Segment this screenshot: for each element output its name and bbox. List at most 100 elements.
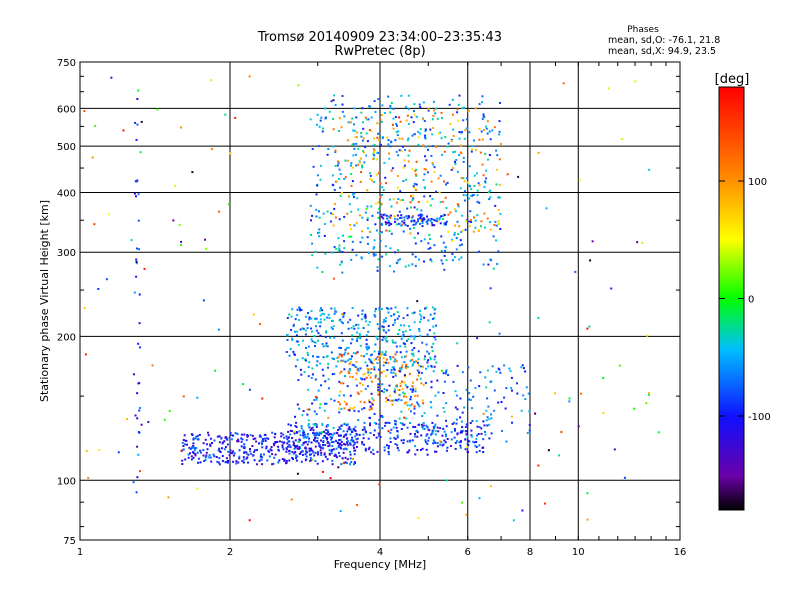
- data-point: [339, 446, 342, 449]
- data-point: [323, 234, 326, 237]
- data-point: [430, 221, 433, 224]
- data-point: [291, 338, 294, 341]
- data-point: [291, 451, 294, 453]
- data-point: [332, 224, 335, 227]
- data-point: [367, 118, 370, 121]
- data-point: [486, 217, 489, 220]
- data-point: [372, 399, 375, 402]
- data-point: [417, 403, 420, 406]
- data-point: [424, 439, 427, 442]
- data-point: [221, 442, 224, 445]
- data-point: [419, 309, 422, 312]
- data-point: [429, 356, 432, 359]
- data-point: [344, 443, 347, 446]
- data-point: [378, 232, 381, 235]
- data-point: [433, 312, 436, 315]
- data-point: [344, 447, 347, 450]
- data-point: [373, 434, 375, 437]
- data-point: [180, 449, 183, 452]
- data-point: [350, 439, 353, 441]
- data-point: [91, 156, 94, 159]
- data-point: [433, 109, 436, 112]
- data-point: [371, 403, 374, 406]
- data-point: [385, 331, 388, 334]
- data-point: [377, 132, 380, 135]
- data-point: [354, 153, 357, 156]
- data-point: [231, 452, 234, 455]
- data-point: [325, 425, 328, 428]
- data-point: [415, 189, 417, 191]
- data-point: [318, 444, 321, 447]
- data-point: [485, 386, 488, 389]
- data-point: [296, 358, 299, 361]
- data-point: [343, 400, 346, 403]
- data-point: [424, 134, 426, 137]
- data-point: [410, 220, 413, 223]
- data-point: [468, 131, 471, 134]
- data-point: [425, 367, 427, 370]
- data-point: [339, 347, 342, 349]
- data-point: [140, 120, 143, 123]
- data-point: [404, 355, 407, 358]
- data-point: [446, 145, 449, 148]
- data-point: [281, 458, 284, 461]
- data-point: [387, 311, 390, 314]
- data-point: [391, 167, 394, 170]
- data-point: [446, 181, 449, 184]
- data-point: [366, 347, 368, 350]
- data-point: [251, 445, 254, 447]
- data-point: [403, 216, 406, 219]
- data-point: [420, 240, 423, 243]
- data-point: [133, 192, 136, 195]
- data-point: [377, 432, 380, 435]
- data-point: [402, 331, 405, 334]
- data-point: [317, 339, 319, 342]
- data-point: [464, 426, 467, 428]
- data-point: [456, 364, 459, 367]
- data-point: [245, 451, 248, 454]
- data-point: [317, 442, 320, 445]
- data-point: [488, 418, 491, 421]
- data-point: [338, 426, 341, 429]
- data-point: [591, 240, 594, 243]
- data-point: [399, 324, 402, 327]
- data-point: [282, 448, 285, 451]
- data-point: [367, 374, 370, 377]
- data-point: [268, 450, 271, 453]
- data-point: [210, 148, 213, 151]
- data-point: [393, 215, 396, 218]
- data-point: [388, 384, 391, 387]
- data-point: [330, 433, 333, 436]
- data-point: [451, 423, 454, 425]
- data-point: [333, 336, 336, 339]
- data-point: [366, 218, 369, 221]
- y-tick-label: 200: [57, 332, 76, 343]
- data-point: [339, 194, 342, 197]
- data-point: [399, 258, 401, 261]
- data-point: [368, 105, 371, 108]
- data-point: [321, 446, 324, 449]
- data-point: [386, 221, 389, 224]
- data-point: [425, 159, 428, 162]
- data-point: [574, 270, 577, 273]
- data-point: [363, 407, 366, 410]
- data-point: [394, 139, 397, 142]
- data-point: [352, 352, 355, 355]
- data-point: [442, 427, 445, 430]
- data-point: [242, 383, 245, 386]
- data-point: [365, 343, 368, 346]
- data-point: [382, 189, 385, 191]
- data-point: [139, 151, 142, 154]
- data-point: [388, 221, 391, 224]
- data-point: [232, 460, 235, 463]
- data-point: [411, 215, 414, 218]
- data-point: [409, 328, 412, 331]
- data-point: [383, 318, 386, 321]
- data-point: [314, 250, 317, 253]
- data-point: [224, 461, 227, 464]
- data-point: [324, 380, 327, 383]
- data-point: [285, 351, 288, 353]
- data-point: [324, 336, 327, 339]
- data-point: [494, 220, 497, 223]
- data-point: [440, 441, 443, 444]
